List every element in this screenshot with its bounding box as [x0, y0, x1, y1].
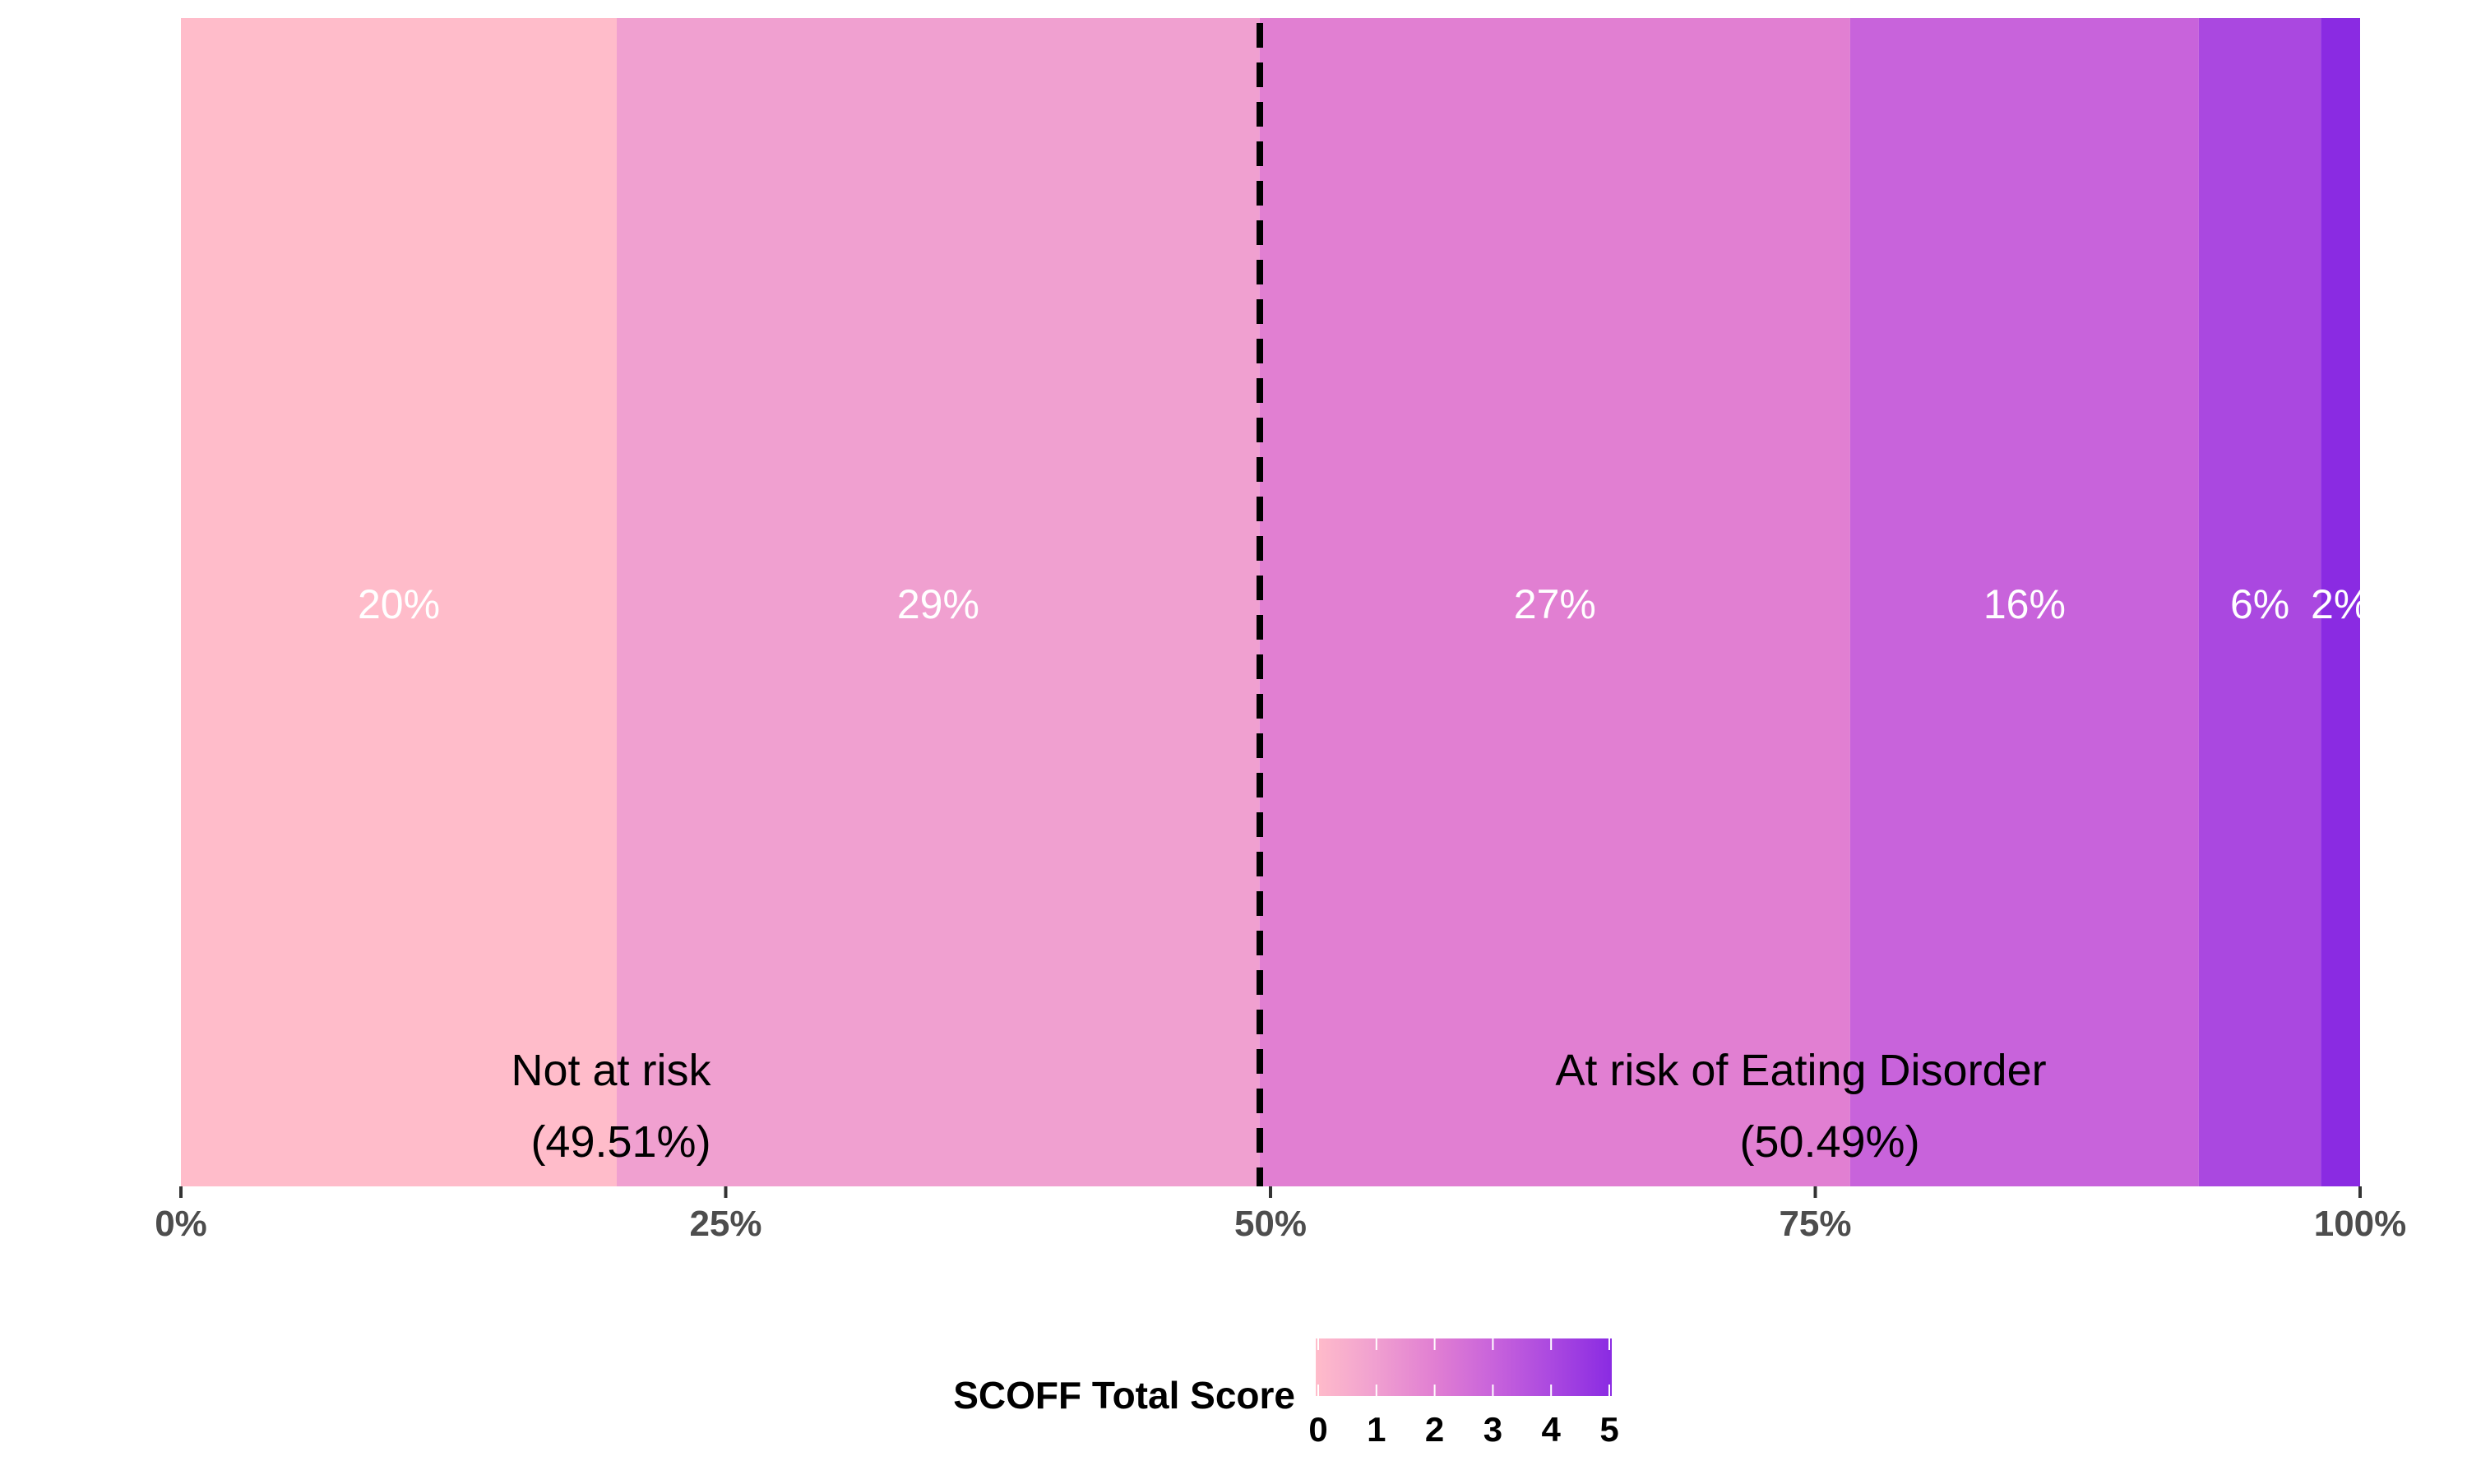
- bar-segment-score-2: [1259, 18, 1850, 1186]
- legend-tick-label: 4: [1542, 1410, 1562, 1449]
- segment-label-score-5: 2%: [2311, 581, 2370, 627]
- x-axis: 0% 25% 50% 75% 100%: [155, 1186, 2406, 1244]
- group-label-name-1: At risk of Eating Disorder: [1555, 1046, 2046, 1095]
- segment-labels: 20% 29% 27% 16% 6% 2%: [358, 581, 2370, 627]
- x-tick-label: 0%: [155, 1204, 207, 1244]
- group-labels: Not at risk (49.51%) At risk of Eating Dis…: [511, 1046, 2046, 1167]
- bar-segment-score-1: [617, 18, 1260, 1186]
- segment-label-score-4: 6%: [2230, 581, 2289, 627]
- segment-label-score-3: 16%: [1983, 581, 2066, 627]
- stacked-bar: [181, 18, 2360, 1186]
- group-label-share-1: (50.49%): [1739, 1117, 1919, 1167]
- bar-segment-score-4: [2198, 18, 2321, 1186]
- x-tick-label: 75%: [1779, 1204, 1851, 1244]
- legend-colorbar: [1316, 1338, 1612, 1396]
- legend-tick-label: 3: [1483, 1410, 1502, 1449]
- legend-title: SCOFF Total Score: [953, 1374, 1295, 1417]
- legend-tick-label: 0: [1308, 1410, 1327, 1449]
- segment-label-score-0: 20%: [358, 581, 440, 627]
- x-tick-label: 100%: [2314, 1204, 2407, 1244]
- x-tick-label: 25%: [689, 1204, 761, 1244]
- bar-segment-score-3: [1849, 18, 2199, 1186]
- x-tick-label: 50%: [1234, 1204, 1307, 1244]
- legend-tick-label: 1: [1367, 1410, 1386, 1449]
- group-label-share-0: (49.51%): [530, 1117, 710, 1167]
- legend-tick-label: 2: [1425, 1410, 1444, 1449]
- bar-segment-score-5: [2321, 18, 2360, 1186]
- group-label-name-0: Not at risk: [511, 1046, 711, 1095]
- segment-label-score-2: 27%: [1514, 581, 1596, 627]
- legend-tick-label: 5: [1599, 1410, 1618, 1449]
- segment-label-score-1: 29%: [897, 581, 979, 627]
- bar-segment-score-0: [181, 18, 617, 1186]
